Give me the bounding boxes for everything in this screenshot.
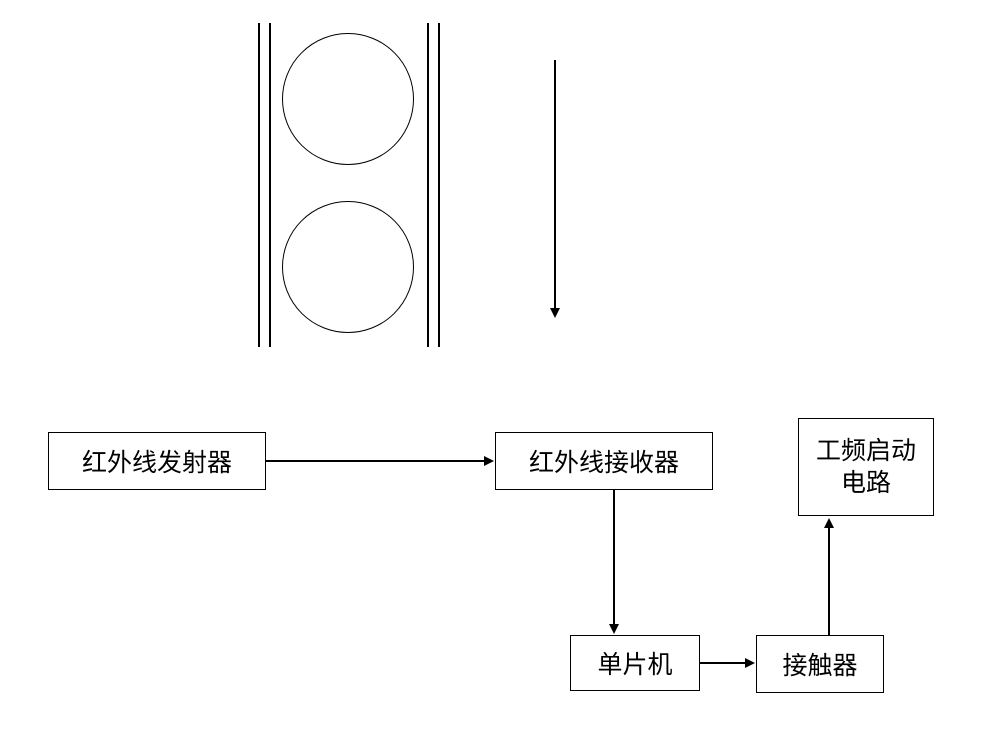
channel-right-wall-outer xyxy=(438,23,440,347)
flow-arrow-head xyxy=(550,308,560,318)
arrow-transmitter-receiver-line xyxy=(266,460,486,462)
mcu-box: 单片机 xyxy=(570,635,700,691)
channel-left-wall-outer xyxy=(258,23,260,347)
channel-circle-1 xyxy=(282,33,414,165)
channel-circle-2 xyxy=(282,201,414,333)
arrow-contactor-power-line xyxy=(828,527,830,635)
ir-receiver-label: 红外线接收器 xyxy=(529,443,679,479)
arrow-mcu-contactor-head xyxy=(745,658,755,668)
channel-left-wall-inner xyxy=(269,23,271,347)
power-start-label-line1: 工频启动 xyxy=(816,435,916,468)
mcu-label: 单片机 xyxy=(597,645,672,681)
flow-arrow-line xyxy=(554,60,556,310)
power-start-label-line2: 电路 xyxy=(841,467,891,500)
channel-right-wall-inner xyxy=(427,23,429,347)
ir-transmitter-label: 红外线发射器 xyxy=(82,443,232,479)
ir-transmitter-box: 红外线发射器 xyxy=(48,432,266,490)
power-start-box: 工频启动 电路 xyxy=(798,418,934,516)
arrow-transmitter-receiver-head xyxy=(484,456,494,466)
arrow-contactor-power-head xyxy=(824,518,834,528)
ir-receiver-box: 红外线接收器 xyxy=(495,432,713,490)
contactor-box: 接触器 xyxy=(756,635,884,693)
arrow-receiver-mcu-head xyxy=(609,624,619,634)
contactor-label: 接触器 xyxy=(782,646,857,682)
arrow-receiver-mcu-line xyxy=(613,490,615,626)
arrow-mcu-contactor-line xyxy=(700,662,747,664)
